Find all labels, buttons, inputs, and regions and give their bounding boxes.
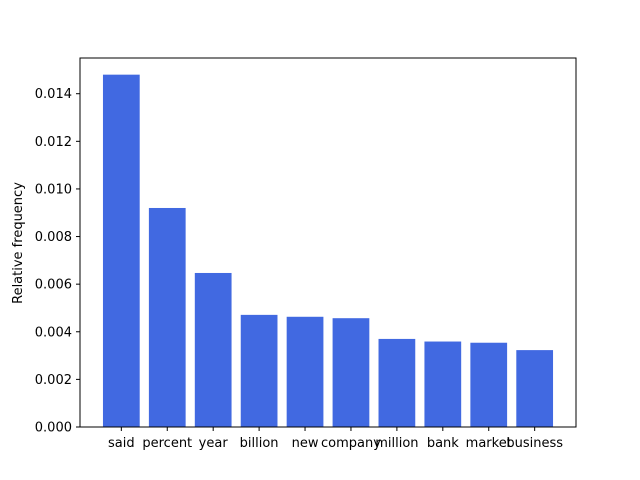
y-tick-label: 0.000 [35,421,72,436]
x-tick-label: said [108,436,135,451]
x-tick-label: market [466,436,512,451]
y-tick-label: 0.002 [35,373,72,388]
x-tick-label: business [506,436,563,451]
x-tick-label: bank [427,436,459,451]
bar-million [378,338,416,427]
bar-bank [424,341,462,427]
y-axis: 0.000 0.002 0.004 0.006 0.008 0.010 0.012 0.014 [35,87,80,436]
x-tick-label: percent [142,436,192,451]
y-tick-label: 0.006 [35,278,72,293]
x-tick-label: year [199,436,229,451]
x-tick-label: company [321,436,381,451]
x-tick-label: billion [240,436,279,451]
bar-billion [240,314,278,427]
y-tick-label: 0.014 [35,87,72,102]
y-tick-label: 0.004 [35,325,72,340]
bar-company [332,318,370,427]
bar-market [470,342,508,427]
y-tick-label: 0.012 [35,135,72,150]
bar-year [194,272,232,427]
y-axis-label: Relative frequency [11,182,26,304]
y-tick-label: 0.008 [35,230,72,245]
plot-frame [79,57,577,428]
y-tick-label: 0.010 [35,182,72,197]
x-tick-label: million [375,436,418,451]
bar-percent [148,207,186,427]
bar-business [516,350,554,427]
bar-new [286,316,324,427]
bars-layer [102,74,554,427]
x-tick-label: new [292,436,319,451]
bar-said [102,74,140,427]
